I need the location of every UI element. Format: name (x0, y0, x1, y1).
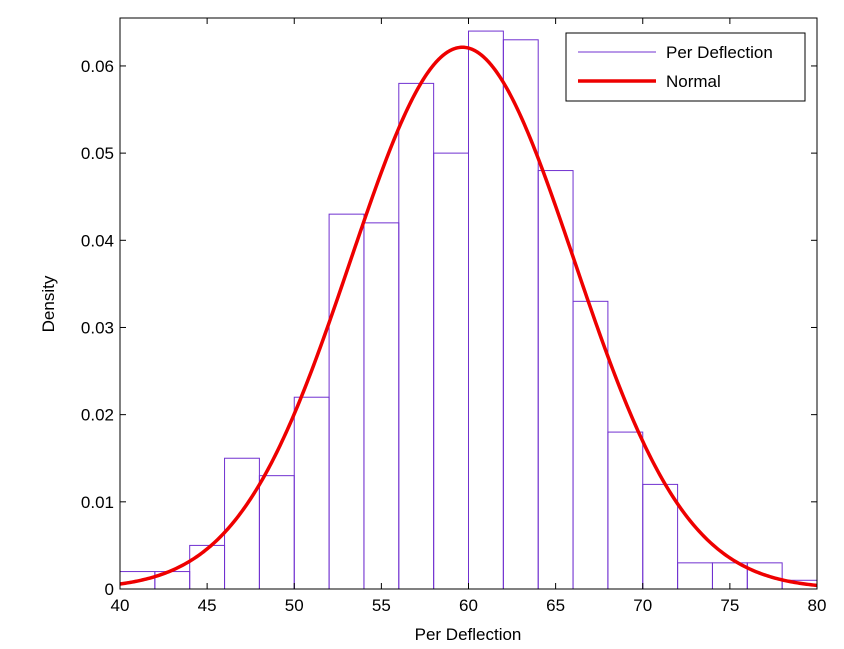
legend-label-per-deflection: Per Deflection (666, 43, 773, 62)
x-tick-label: 55 (372, 596, 391, 615)
normal-curve (119, 45, 818, 588)
y-tick-label: 0.04 (81, 231, 114, 250)
x-tick-label: 75 (720, 596, 739, 615)
y-tick-label: 0.03 (81, 318, 114, 337)
y-axis-label: Density (39, 275, 58, 332)
x-tick-label: 60 (459, 596, 478, 615)
x-tick-label: 65 (546, 596, 565, 615)
x-tick-label: 70 (633, 596, 652, 615)
x-tick-label: 45 (198, 596, 217, 615)
y-axis-ticks: 0 0.01 0.02 0.03 0.04 0.05 0.06 (81, 57, 817, 599)
y-tick-label: 0.02 (81, 406, 114, 425)
legend: Per Deflection Normal (565, 32, 806, 102)
x-tick-label: 40 (111, 596, 130, 615)
x-axis-ticks: 40 45 50 55 60 65 70 75 80 (111, 18, 827, 615)
x-tick-label: 80 (808, 596, 827, 615)
y-tick-label: 0.01 (81, 493, 114, 512)
x-tick-label: 50 (285, 596, 304, 615)
y-tick-label: 0.05 (81, 144, 114, 163)
y-tick-label: 0.06 (81, 57, 114, 76)
y-tick-label: 0 (105, 580, 114, 599)
legend-label-normal: Normal (666, 72, 721, 91)
x-axis-label: Per Deflection (415, 625, 522, 644)
legend-box (565, 32, 806, 102)
